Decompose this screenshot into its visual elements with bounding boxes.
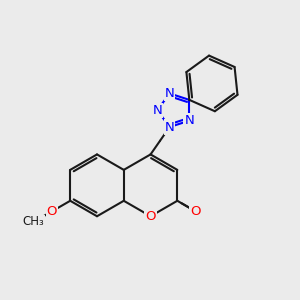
Text: O: O xyxy=(46,205,57,218)
Text: CH₃: CH₃ xyxy=(22,215,44,229)
Text: N: N xyxy=(152,104,162,117)
Text: O: O xyxy=(145,210,156,223)
Text: N: N xyxy=(184,114,194,127)
Text: N: N xyxy=(165,87,174,100)
Text: N: N xyxy=(165,121,174,134)
Text: O: O xyxy=(190,205,201,218)
